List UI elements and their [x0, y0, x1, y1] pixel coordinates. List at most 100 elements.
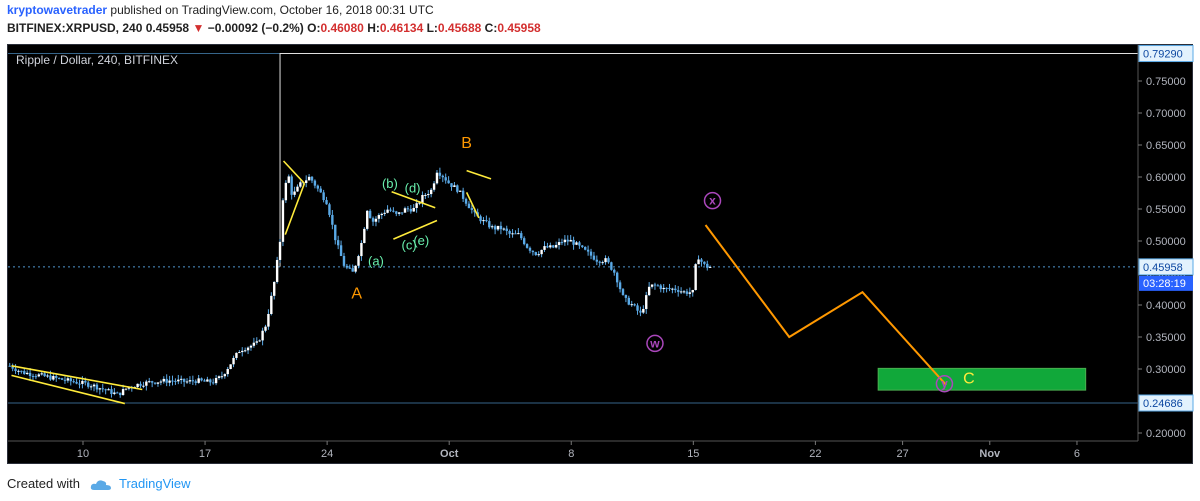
- candle-body: [508, 230, 511, 234]
- candle-body: [636, 305, 639, 311]
- down-channel-line: [11, 374, 126, 405]
- candle-body: [304, 180, 308, 184]
- candle-body: [139, 383, 142, 386]
- wave-circle: [703, 191, 722, 210]
- candle-body: [697, 259, 700, 265]
- wave-circle: [935, 374, 954, 393]
- x-tick-label: 24: [321, 448, 333, 460]
- candle-body: [66, 378, 70, 381]
- author-link[interactable]: kryptowavetrader: [7, 3, 108, 17]
- flag-b-line: [466, 169, 492, 180]
- candle-body: [642, 308, 645, 313]
- candle-body: [281, 200, 285, 242]
- candle-body: [514, 233, 517, 235]
- candle-body: [502, 228, 506, 230]
- x-tick-label: Nov: [979, 448, 1001, 460]
- candle-body: [177, 379, 180, 382]
- candle-body: [60, 378, 64, 380]
- candle-body: [153, 382, 157, 384]
- candle-body: [601, 262, 604, 264]
- price-chart[interactable]: ABC(a)(b)(c)(d)(e)wxy 0.200000.250000.30…: [8, 45, 1194, 465]
- candle-body: [679, 291, 683, 293]
- candle-body: [677, 290, 680, 292]
- candle-body: [589, 251, 593, 256]
- candle-body: [209, 379, 212, 383]
- candle-body: [116, 392, 119, 394]
- chart-title: Ripple / Dollar, 240, BITFINEX: [16, 53, 178, 67]
- candle-body: [23, 371, 26, 374]
- published-text: published on TradingView.com, October 16…: [110, 3, 434, 17]
- candle-body: [412, 207, 415, 212]
- tradingview-link[interactable]: TradingView: [119, 476, 191, 491]
- candle-body: [339, 245, 343, 257]
- candle-body: [63, 379, 67, 381]
- wave-circle-label: y: [941, 377, 948, 391]
- candle-body: [171, 380, 174, 382]
- symbol-label: BITFINEX:XRPUSD, 240: [7, 21, 143, 35]
- x-tick-label: Oct: [440, 448, 459, 460]
- candle-body: [278, 241, 282, 260]
- candle-body: [293, 191, 296, 195]
- chart-panel[interactable]: ABC(a)(b)(c)(d)(e)wxy 0.200000.250000.30…: [7, 44, 1194, 465]
- candle-body: [374, 218, 378, 222]
- candle-body: [357, 256, 360, 266]
- candle-body: [258, 340, 261, 342]
- cloud-icon: [90, 479, 111, 490]
- candle-body: [313, 180, 317, 186]
- grid-layer: [8, 53, 1138, 404]
- candle-body: [28, 372, 32, 376]
- candle-body: [386, 209, 389, 213]
- candle-body: [653, 284, 657, 286]
- candle-body: [485, 220, 488, 222]
- candle-body: [575, 242, 578, 245]
- candle-body: [191, 380, 195, 382]
- target-zone: [877, 367, 1087, 391]
- change-value: −0.00092 (−0.2%): [207, 21, 304, 35]
- candle-body: [645, 295, 648, 309]
- candle-body: [188, 380, 192, 382]
- x-tick-label: 8: [568, 448, 574, 460]
- candle-body: [397, 212, 401, 214]
- candle-body: [682, 291, 686, 293]
- candle-body: [403, 208, 407, 213]
- candle-body: [650, 284, 654, 287]
- open-label: O:: [307, 21, 321, 35]
- candle-body: [624, 294, 628, 298]
- price-label: 0.24686: [1143, 398, 1183, 410]
- candle-body: [307, 176, 311, 181]
- triangle-down-icon: ▼: [192, 21, 205, 35]
- candle-body: [255, 341, 258, 343]
- candle-body: [336, 240, 340, 246]
- ohlc-line: BITFINEX:XRPUSD, 240 0.45958 ▼ −0.00092 …: [7, 21, 541, 35]
- y-tick-label: 0.50000: [1146, 236, 1186, 248]
- wave-circle-label: x: [709, 194, 716, 208]
- candle-body: [261, 330, 264, 341]
- candle-body: [706, 263, 709, 268]
- down-channel-line: [11, 365, 143, 391]
- candle-body: [113, 392, 116, 395]
- x-tick-label: 6: [1074, 448, 1080, 460]
- candle-body: [25, 372, 29, 374]
- high-value: 0.46134: [379, 21, 424, 35]
- candle-body: [159, 381, 163, 383]
- x-tick-label: 22: [809, 448, 821, 460]
- candle-body: [400, 212, 404, 214]
- y-tick-label: 0.30000: [1146, 364, 1186, 376]
- y-tick-label: 0.55000: [1146, 204, 1186, 216]
- candle-body: [194, 381, 197, 383]
- projection-layer: [704, 224, 947, 386]
- candle-body: [162, 378, 165, 382]
- candle-body: [101, 388, 104, 390]
- candle-body: [479, 216, 482, 222]
- candle-body: [214, 378, 218, 384]
- candle-body: [284, 182, 288, 201]
- candle-body: [694, 264, 697, 290]
- candle-body: [656, 285, 660, 287]
- candle-body: [275, 259, 279, 282]
- candle-body: [467, 203, 471, 209]
- candle-body: [371, 218, 375, 222]
- y-tick-label: 0.40000: [1146, 300, 1186, 312]
- candle-body: [537, 254, 540, 256]
- candle-body: [549, 245, 552, 248]
- open-value: 0.46080: [320, 21, 364, 35]
